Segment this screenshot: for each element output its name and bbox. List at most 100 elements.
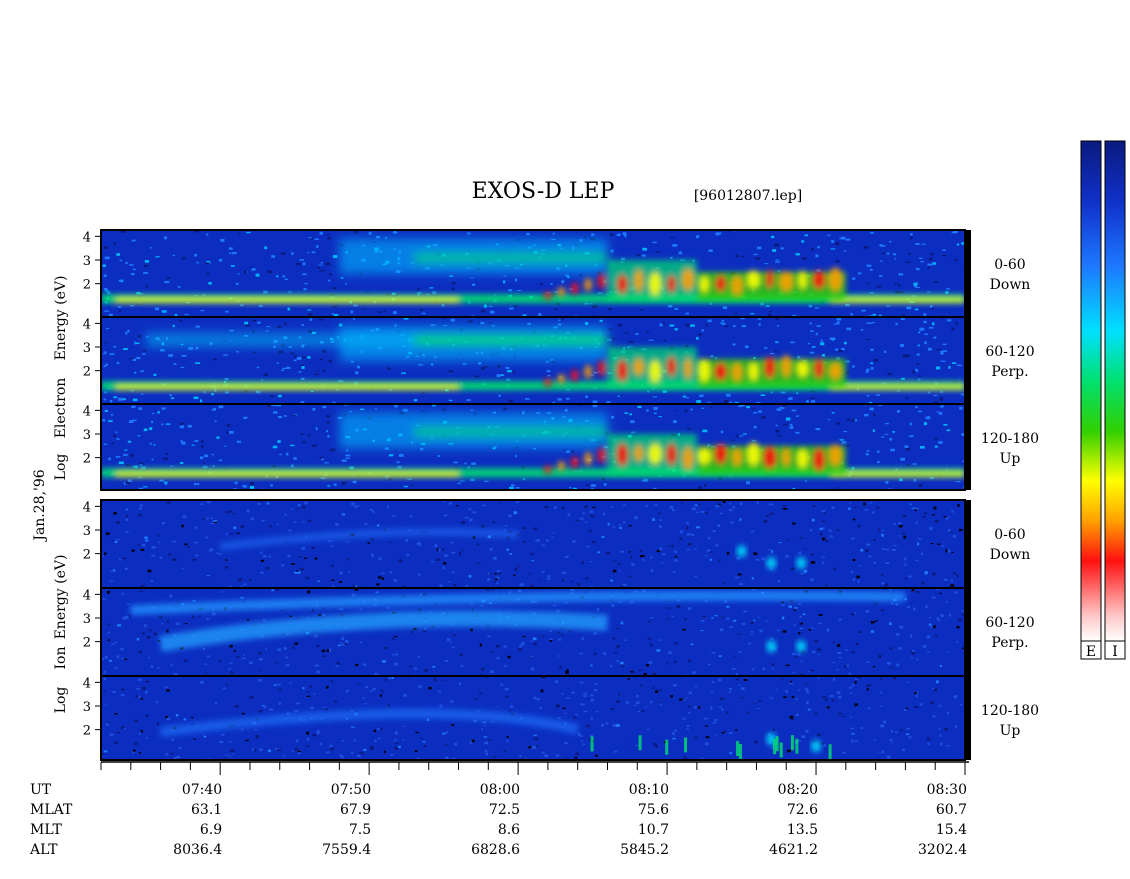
ion-speckle	[566, 669, 569, 672]
ion-speckle	[125, 530, 129, 533]
electron-speckle	[392, 311, 397, 314]
ion-speckle	[147, 656, 150, 659]
ion-speckle	[914, 691, 917, 695]
y-tick-label: 4	[83, 230, 91, 245]
ion-speckle	[449, 700, 454, 703]
ion-speckle	[206, 517, 209, 520]
ion-speckle	[209, 548, 214, 551]
electron-speckle	[884, 433, 889, 435]
ion-speckle	[944, 728, 949, 731]
ion-speckle	[601, 724, 605, 727]
ion-speckle	[707, 508, 710, 510]
electron-speckle	[890, 448, 895, 452]
ion-speckle	[380, 689, 384, 693]
ion-speckle	[800, 622, 804, 625]
ion-speckle	[885, 548, 890, 551]
ion-speckle	[559, 665, 562, 669]
ion-speckle	[708, 551, 713, 553]
ion-speckle	[131, 751, 135, 753]
electron-speckle	[208, 282, 212, 285]
ion-speckle	[551, 536, 554, 539]
electron-speckle	[286, 452, 289, 456]
electron-speckle	[312, 408, 316, 411]
ion-speckle	[833, 567, 836, 571]
electron-speckle	[934, 401, 939, 404]
ion-speckle	[771, 550, 774, 553]
electron-speckle	[243, 389, 249, 393]
ion-speckle	[307, 590, 311, 594]
ion-speckle	[388, 541, 392, 543]
ion-speckle	[682, 628, 686, 631]
electron-speckle	[448, 399, 453, 401]
electron-speckle	[872, 313, 876, 316]
electron-speckle	[830, 337, 836, 340]
ion-speckle	[374, 672, 378, 676]
ion-speckle	[777, 580, 781, 583]
electron-speckle	[617, 395, 620, 397]
electron-speckle	[646, 331, 649, 333]
ion-speckle	[172, 540, 177, 543]
ion-speckle	[616, 659, 619, 663]
ion-speckle	[432, 665, 436, 668]
ephemeris-value: 7.5	[349, 822, 371, 838]
ephemeris-value: 6.9	[200, 822, 222, 838]
ion-speckle	[544, 506, 549, 509]
ion-speckle	[849, 502, 852, 504]
electron-speckle	[590, 484, 596, 487]
electron-speckle	[827, 419, 831, 421]
electron-speckle	[278, 350, 284, 354]
ion-speckle	[560, 628, 564, 630]
ion-speckle	[344, 642, 348, 646]
electron-speckle	[918, 331, 921, 334]
electron-speckle	[149, 442, 152, 445]
ion-speckle	[754, 701, 757, 703]
electron-speckle	[216, 436, 220, 439]
electron-speckle	[307, 434, 311, 437]
electron-speckle	[690, 408, 694, 411]
ion-speckle	[354, 506, 358, 509]
electron-speckle	[507, 369, 512, 373]
electron-speckle	[343, 404, 349, 406]
ion-speckle	[419, 593, 423, 596]
ion-speckle	[109, 580, 114, 582]
ion-speckle	[801, 735, 806, 738]
ion-speckle	[410, 630, 414, 633]
ion-speckle	[175, 622, 180, 625]
electron-speckle	[789, 423, 793, 426]
electron-speckle	[707, 319, 712, 323]
ion-speckle	[387, 703, 390, 707]
ion-speckle	[112, 569, 116, 572]
ion-speckle	[370, 748, 374, 751]
direction-label: Down	[990, 547, 1031, 563]
ion-speckle	[889, 622, 892, 626]
electron-speckle	[846, 418, 851, 421]
ion-speckle	[811, 650, 816, 654]
ion-speckle	[314, 634, 318, 638]
electron-speckle	[245, 324, 251, 327]
ion-speckle	[171, 738, 174, 742]
ion-speckle	[557, 631, 560, 634]
ion-speckle	[168, 553, 172, 556]
ion-speckle	[915, 694, 919, 698]
ion-speckle	[177, 600, 180, 602]
ion-speckle	[591, 541, 596, 544]
ion-speckle	[246, 618, 250, 621]
electron-speckle	[303, 283, 309, 285]
electron-speckle	[777, 270, 781, 272]
electron-speckle	[272, 445, 278, 449]
ion-speckle	[686, 526, 689, 530]
electron-speckle	[129, 454, 134, 457]
electron-speckle	[908, 435, 914, 438]
electron-speckle	[430, 324, 436, 327]
ion-speckle	[616, 700, 620, 703]
ion-speckle	[341, 643, 345, 646]
electron-speckle	[546, 360, 549, 363]
ion-speckle	[226, 684, 229, 686]
electron-speckle	[104, 410, 108, 412]
ion-speckle	[805, 683, 809, 685]
ion-speckle	[693, 736, 698, 739]
ion-speckle	[362, 663, 367, 666]
electron-speckle	[131, 239, 136, 242]
electron-speckle	[772, 249, 777, 252]
